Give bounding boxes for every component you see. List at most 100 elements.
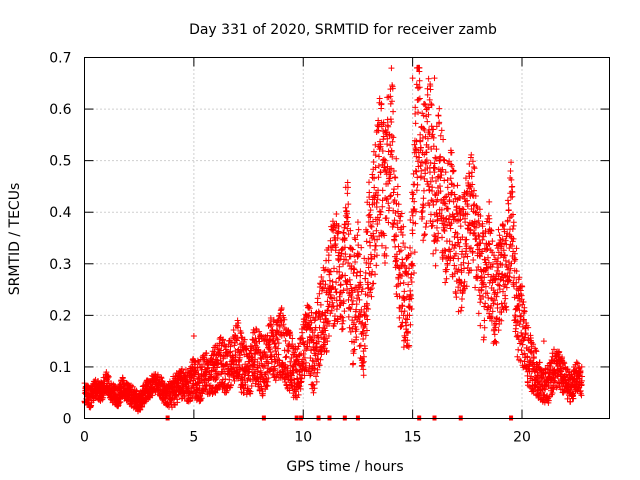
data-point (359, 285, 366, 292)
y-tick-label: 0.7 (49, 51, 71, 67)
data-point (550, 385, 557, 392)
data-point (475, 310, 482, 317)
data-point (373, 227, 380, 234)
data-point (432, 262, 439, 269)
data-point (408, 278, 415, 285)
data-point (434, 237, 441, 244)
data-point (507, 265, 514, 272)
data-point (397, 213, 404, 220)
data-point (237, 347, 244, 354)
data-point (406, 265, 413, 272)
data-point (208, 367, 215, 374)
data-point (517, 291, 524, 298)
data-point (356, 296, 363, 303)
data-point (253, 325, 260, 332)
data-point (371, 184, 378, 191)
data-point (424, 118, 431, 125)
data-point (521, 334, 528, 341)
data-point (484, 264, 490, 271)
data-point (511, 274, 518, 281)
data-point (400, 279, 407, 286)
data-point (461, 278, 468, 285)
data-point (341, 235, 348, 242)
data-point (481, 317, 488, 324)
data-point (513, 268, 520, 275)
data-point (494, 281, 501, 288)
data-point (241, 374, 248, 381)
data-point (468, 151, 475, 158)
data-point (373, 262, 380, 269)
data-point (247, 388, 254, 395)
data-point (418, 209, 425, 216)
data-point (387, 171, 394, 178)
data-point (405, 270, 412, 277)
data-point (329, 218, 336, 225)
data-point (226, 349, 233, 356)
data-point (485, 271, 492, 278)
data-point (431, 165, 438, 172)
data-point (340, 317, 347, 324)
data-point (481, 303, 488, 310)
data-point (288, 354, 295, 361)
data-point (466, 161, 473, 168)
data-point (326, 320, 333, 327)
data-point (412, 208, 419, 215)
data-point (391, 217, 398, 224)
data-point (344, 184, 351, 191)
data-point (444, 184, 451, 191)
data-point (408, 271, 415, 278)
data-point (489, 264, 496, 271)
data-point (248, 354, 255, 361)
data-point (248, 383, 255, 390)
data-point (407, 217, 414, 224)
data-point (477, 322, 484, 329)
data-point (377, 168, 384, 175)
data-point (460, 206, 467, 213)
data-point (510, 235, 517, 242)
data-point (509, 183, 516, 190)
data-point (295, 391, 302, 398)
data-point (311, 365, 318, 372)
data-point (158, 374, 165, 381)
data-point (412, 104, 419, 111)
data-point (527, 348, 534, 355)
data-point (510, 219, 517, 226)
data-point (508, 159, 515, 166)
data-point (308, 309, 315, 316)
data-point (458, 269, 465, 276)
data-point (386, 204, 393, 211)
data-point (190, 332, 197, 339)
data-point (367, 286, 374, 293)
data-point (470, 163, 477, 170)
data-point (570, 395, 577, 402)
data-point (468, 169, 475, 176)
data-point (479, 236, 486, 243)
data-point (508, 260, 515, 267)
data-point (366, 179, 373, 186)
data-point (312, 327, 319, 334)
data-point (404, 329, 411, 336)
data-point (521, 308, 528, 315)
data-point (339, 320, 346, 327)
data-point (477, 253, 484, 260)
data-point (394, 224, 401, 231)
data-point (427, 217, 434, 224)
data-point (360, 336, 367, 343)
data-point (520, 298, 527, 305)
data-point (412, 167, 419, 174)
data-point (174, 399, 181, 406)
data-point (296, 383, 303, 390)
data-point (399, 303, 406, 310)
data-point (254, 358, 261, 365)
data-point (385, 123, 392, 130)
data-point (325, 333, 332, 340)
data-point (281, 375, 288, 382)
data-point (471, 187, 478, 194)
data-point (488, 317, 495, 324)
data-point (415, 109, 422, 116)
data-point (515, 302, 522, 309)
data-point (457, 223, 464, 230)
data-point (477, 299, 484, 306)
data-point (377, 209, 384, 216)
data-point (338, 326, 345, 333)
